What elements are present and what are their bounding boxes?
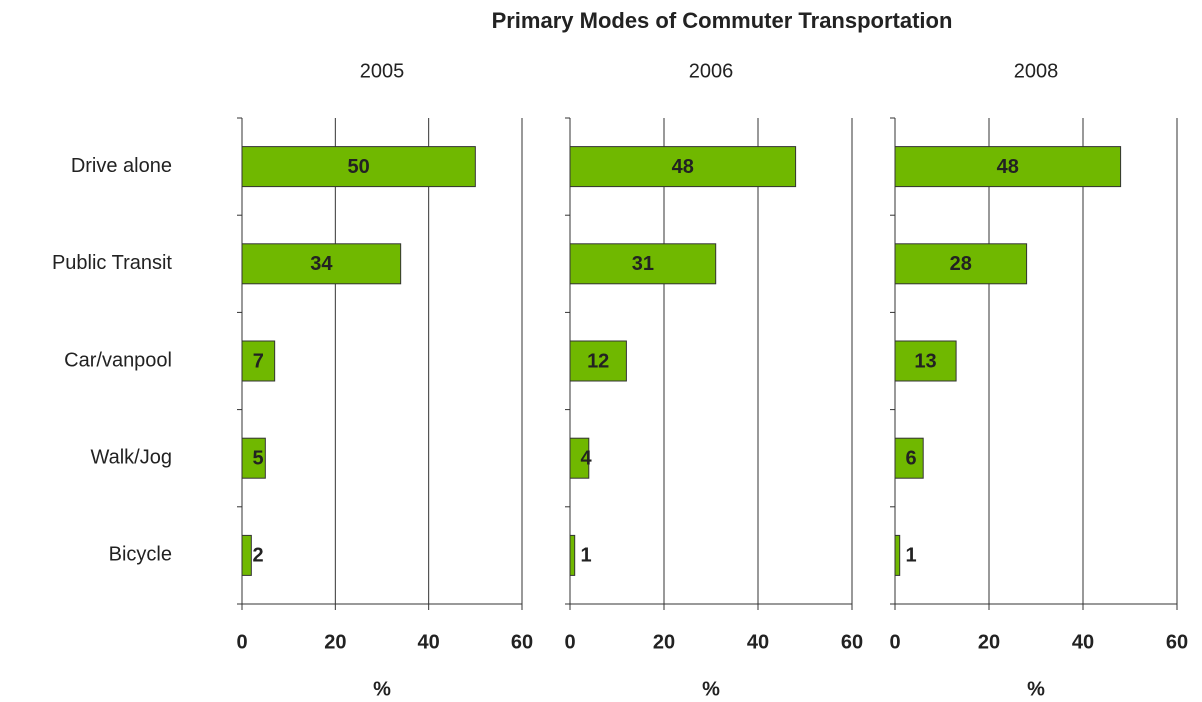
x-tick-label: 40 (418, 631, 440, 653)
bar (569, 340, 627, 382)
panel-title: 2006 (689, 60, 734, 82)
y-tick-label: Bicycle (109, 544, 172, 566)
data-label: 13 (914, 350, 936, 372)
bar (894, 340, 957, 382)
data-label: 6 (905, 447, 916, 469)
bar (569, 243, 717, 285)
bar (569, 437, 590, 479)
x-tick-label: 60 (841, 631, 863, 653)
panel-title: 2005 (360, 60, 405, 82)
x-axis-label: % (373, 678, 391, 700)
data-label: 34 (310, 253, 333, 275)
x-tick-label: 20 (978, 631, 1000, 653)
data-label: 4 (580, 447, 592, 469)
data-label: 2 (252, 545, 263, 567)
data-label: 5 (252, 447, 263, 469)
x-tick-label: 20 (653, 631, 675, 653)
x-axis-label: % (702, 678, 720, 700)
x-tick-label: 60 (511, 631, 533, 653)
bar (894, 437, 924, 479)
bar (241, 437, 266, 479)
bar (569, 146, 797, 188)
x-tick-label: 0 (236, 631, 247, 653)
panel-title: 2008 (1014, 60, 1059, 82)
x-tick-label: 60 (1166, 631, 1188, 653)
y-tick-label: Car/vanpool (64, 349, 172, 371)
data-label: 50 (348, 156, 370, 178)
bar (569, 534, 576, 576)
chart-title: Primary Modes of Commuter Transportation (492, 8, 953, 33)
bar (241, 340, 276, 382)
x-tick-label: 40 (747, 631, 769, 653)
x-tick-label: 40 (1072, 631, 1094, 653)
x-tick-label: 0 (889, 631, 900, 653)
data-label: 31 (632, 253, 654, 275)
data-label: 48 (997, 156, 1019, 178)
bar (894, 534, 901, 576)
data-label: 1 (580, 545, 591, 567)
x-tick-label: 20 (324, 631, 346, 653)
bar (241, 146, 476, 188)
bar (894, 146, 1122, 188)
y-tick-label: Drive alone (71, 155, 172, 177)
y-tick-label: Public Transit (52, 252, 172, 274)
x-tick-label: 0 (564, 631, 575, 653)
y-tick-label: Walk/Jog (90, 446, 172, 468)
bar (241, 534, 252, 576)
bar (894, 243, 1028, 285)
x-axis-label: % (1027, 678, 1045, 700)
data-label: 7 (253, 350, 264, 372)
data-label: 28 (950, 253, 972, 275)
data-label: 48 (672, 156, 694, 178)
data-label: 12 (587, 350, 609, 372)
data-label: 1 (905, 545, 916, 567)
bar (241, 243, 402, 285)
